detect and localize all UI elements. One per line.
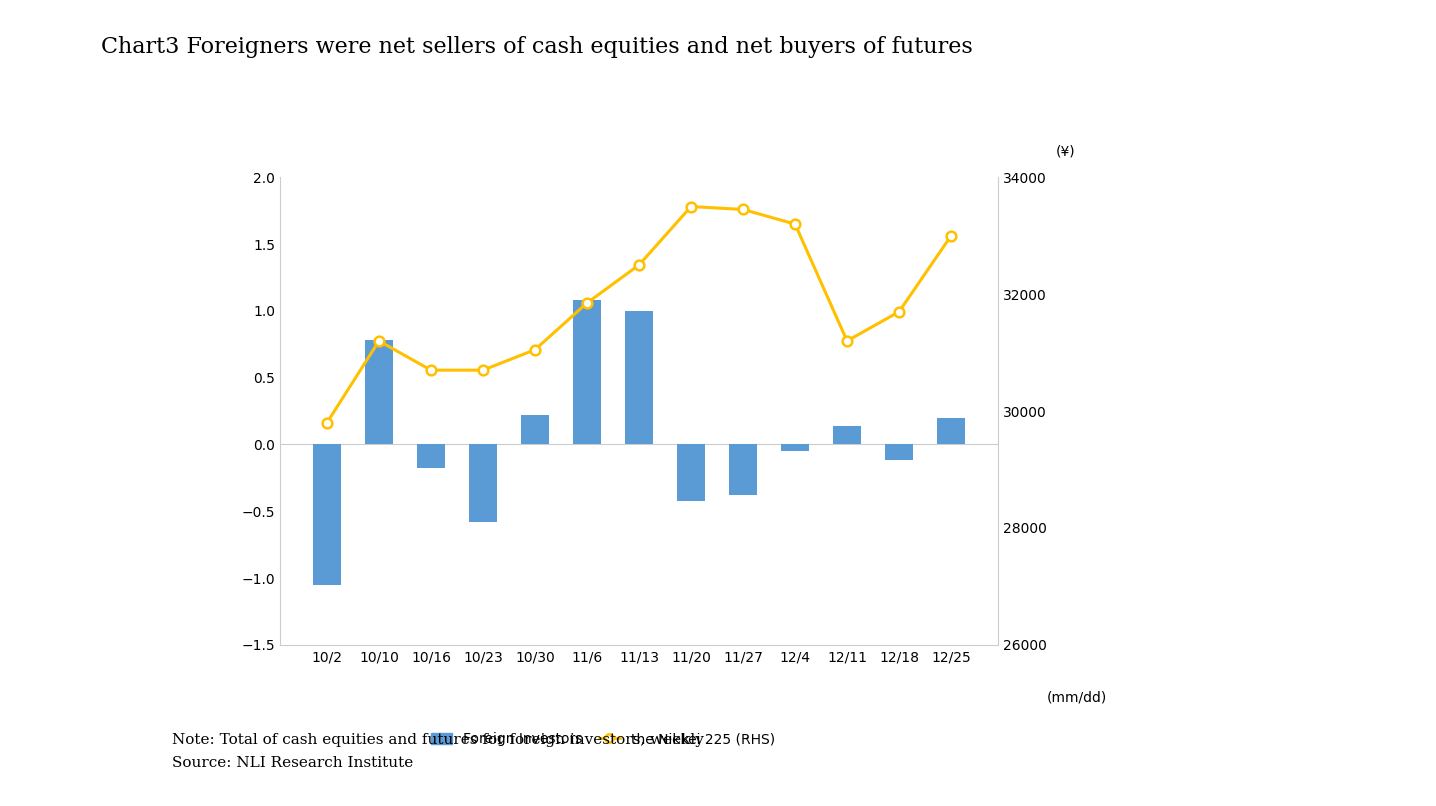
Bar [313, 444, 342, 584]
Bar [573, 300, 602, 444]
Bar [365, 340, 393, 444]
Text: (¥): (¥) [1055, 144, 1076, 159]
Bar [468, 444, 497, 522]
Bar [885, 444, 913, 460]
Bar [936, 418, 965, 444]
Text: Note: Total of cash equities and futures for foreign investors, weekly
Source: N: Note: Total of cash equities and futures… [172, 733, 704, 771]
Bar [781, 444, 810, 451]
Text: (mm/dd): (mm/dd) [1047, 690, 1107, 704]
Bar [416, 444, 445, 468]
Bar [728, 444, 757, 495]
Bar [521, 415, 550, 444]
Bar [676, 444, 705, 501]
Bar [625, 311, 653, 444]
Legend: Foreign Investors, the Nikkei 225 (RHS): Foreign Investors, the Nikkei 225 (RHS) [425, 726, 781, 752]
Bar [833, 426, 862, 444]
Text: Chart3 Foreigners were net sellers of cash equities and net buyers of futures: Chart3 Foreigners were net sellers of ca… [101, 36, 972, 58]
